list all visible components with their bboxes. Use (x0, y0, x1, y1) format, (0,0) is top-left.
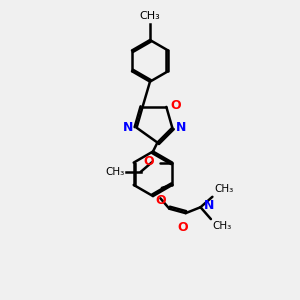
Text: N: N (123, 121, 133, 134)
Text: N: N (176, 121, 186, 134)
Text: N: N (204, 199, 214, 212)
Text: O: O (155, 194, 166, 207)
Text: O: O (144, 154, 154, 168)
Text: CH₃: CH₃ (140, 11, 160, 21)
Text: CH₃: CH₃ (212, 220, 232, 231)
Text: CH₃: CH₃ (214, 184, 233, 194)
Text: CH₃: CH₃ (106, 167, 125, 176)
Text: O: O (170, 99, 181, 112)
Text: O: O (177, 221, 188, 235)
